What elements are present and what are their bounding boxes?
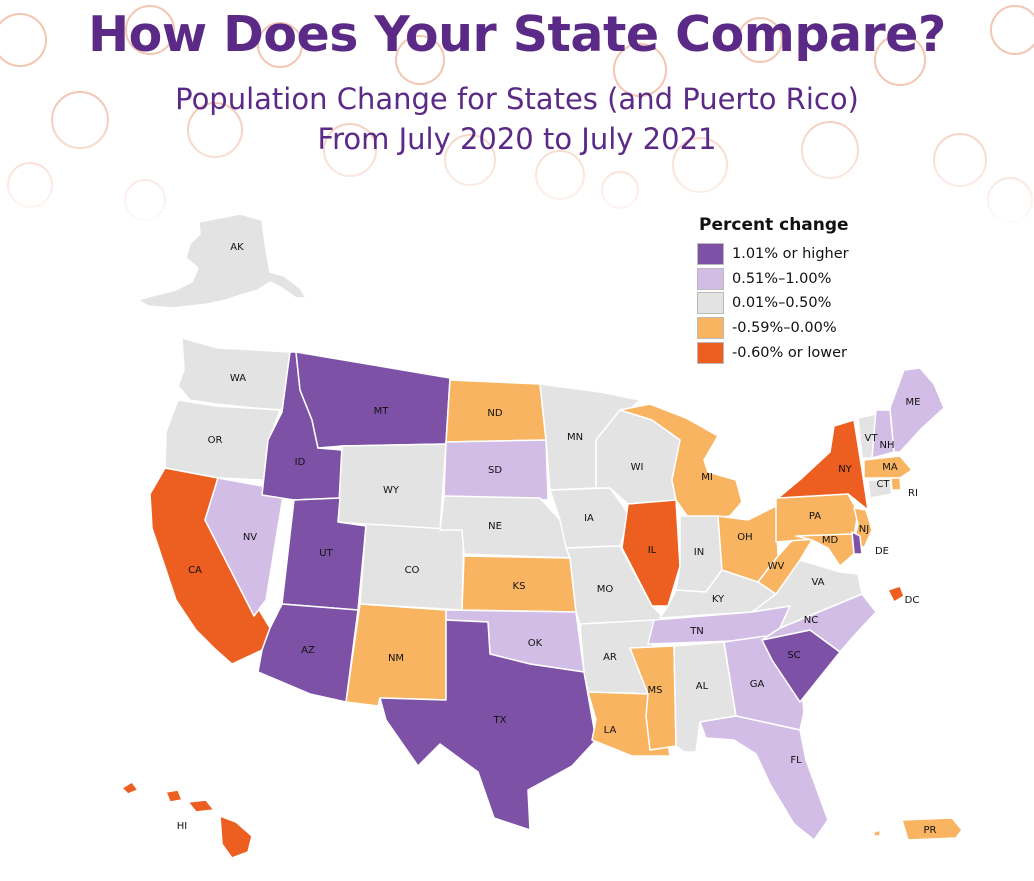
state-ny [777,419,869,511]
state-ma [863,455,913,479]
state-label-pa: PA [809,511,821,522]
state-label-al: AL [696,681,709,692]
state-mi [619,403,743,521]
state-ne [439,495,571,559]
state-label-co: CO [405,565,420,576]
state-label-ri: RI [908,488,918,499]
state-label-oh: OH [737,532,752,543]
state-md [795,533,855,567]
state-sd [443,439,549,501]
state-label-wy: WY [383,485,400,496]
state-label-ny: NY [838,464,852,475]
state-label-fl: FL [790,755,802,766]
legend-item: 0.51%–1.00% [697,267,897,292]
state-label-sd: SD [488,465,502,476]
state-hi [121,781,253,859]
state-label-nd: ND [487,408,502,419]
state-me [889,367,945,453]
state-label-ne: NE [488,521,502,532]
state-label-ia: IA [584,513,594,524]
state-label-nj: NJ [859,524,869,535]
state-label-mn: MN [567,432,583,443]
legend-label: 0.51%–1.00% [732,270,832,287]
state-tx [379,619,597,831]
state-ak [137,213,307,309]
state-label-wi: WI [631,462,644,473]
state-label-de: DE [875,546,889,557]
subtitle-line-1: Population Change for States (and Puerto… [175,82,859,116]
state-wa [177,337,291,411]
state-label-tx: TX [493,715,507,726]
state-label-ky: KY [712,594,725,605]
state-label-id: ID [295,457,306,468]
state-label-ca: CA [188,565,202,576]
state-label-wa: WA [230,373,246,384]
state-mt [295,351,451,449]
legend-item: -0.60% or lower [697,340,897,365]
state-label-ar: AR [603,652,617,663]
legend-swatch [697,317,724,340]
state-label-dc: DC [905,595,920,606]
state-nc [761,593,877,653]
state-ri [890,477,902,491]
state-label-me: ME [906,397,921,408]
state-ct [867,479,893,499]
state-label-in: IN [694,547,704,558]
state-label-hi: HI [177,821,187,832]
legend-label: 1.01% or higher [732,246,849,263]
state-label-ct: CT [876,479,890,490]
state-label-ut: UT [319,548,333,559]
legend-swatch [697,292,724,315]
state-label-mi: MI [701,472,713,483]
legend-item: 0.01%–0.50% [697,291,897,316]
legend-label: 0.01%–0.50% [732,295,832,312]
legend-swatch [697,267,724,290]
state-dc [887,585,905,603]
state-fl [699,715,829,841]
legend-swatch [697,341,724,364]
state-or [164,399,281,481]
legend-item: 1.01% or higher [697,242,897,267]
state-label-ak: AK [230,242,244,253]
background-faces-illustration [0,5,1034,230]
state-label-tn: TN [689,626,704,637]
state-label-ks: KS [513,581,526,592]
state-label-ok: OK [528,638,543,649]
legend-swatch [697,243,724,266]
legend-title: Percent change [699,215,849,235]
subtitle-line-2: From July 2020 to July 2021 [317,122,717,156]
state-pr [873,817,963,841]
state-label-vt: VT [865,433,879,444]
state-az [257,603,359,703]
state-label-sc: SC [787,650,800,661]
page-title: How Does Your State Compare? [88,6,946,63]
state-label-az: AZ [301,645,315,656]
state-label-wv: WV [768,561,785,572]
state-label-ga: GA [750,679,765,690]
legend-item: -0.59%–0.00% [697,316,897,341]
state-label-ms: MS [648,685,663,696]
state-label-mo: MO [597,584,614,595]
state-label-nh: NH [880,440,895,451]
state-label-il: IL [648,545,657,556]
legend: Percent change 1.01% or higher 0.51%–1.00… [697,215,897,365]
state-label-ma: MA [882,462,898,473]
state-label-va: VA [811,577,824,588]
state-label-nm: NM [388,653,404,664]
state-label-or: OR [208,435,223,446]
legend-label: -0.59%–0.00% [732,320,837,337]
state-label-md: MD [822,535,839,546]
state-label-nv: NV [243,532,257,543]
state-label-mt: MT [374,406,390,417]
state-label-pr: PR [924,825,937,836]
legend-label: -0.60% or lower [732,344,847,361]
state-label-nc: NC [804,615,818,626]
state-label-la: LA [604,725,617,736]
